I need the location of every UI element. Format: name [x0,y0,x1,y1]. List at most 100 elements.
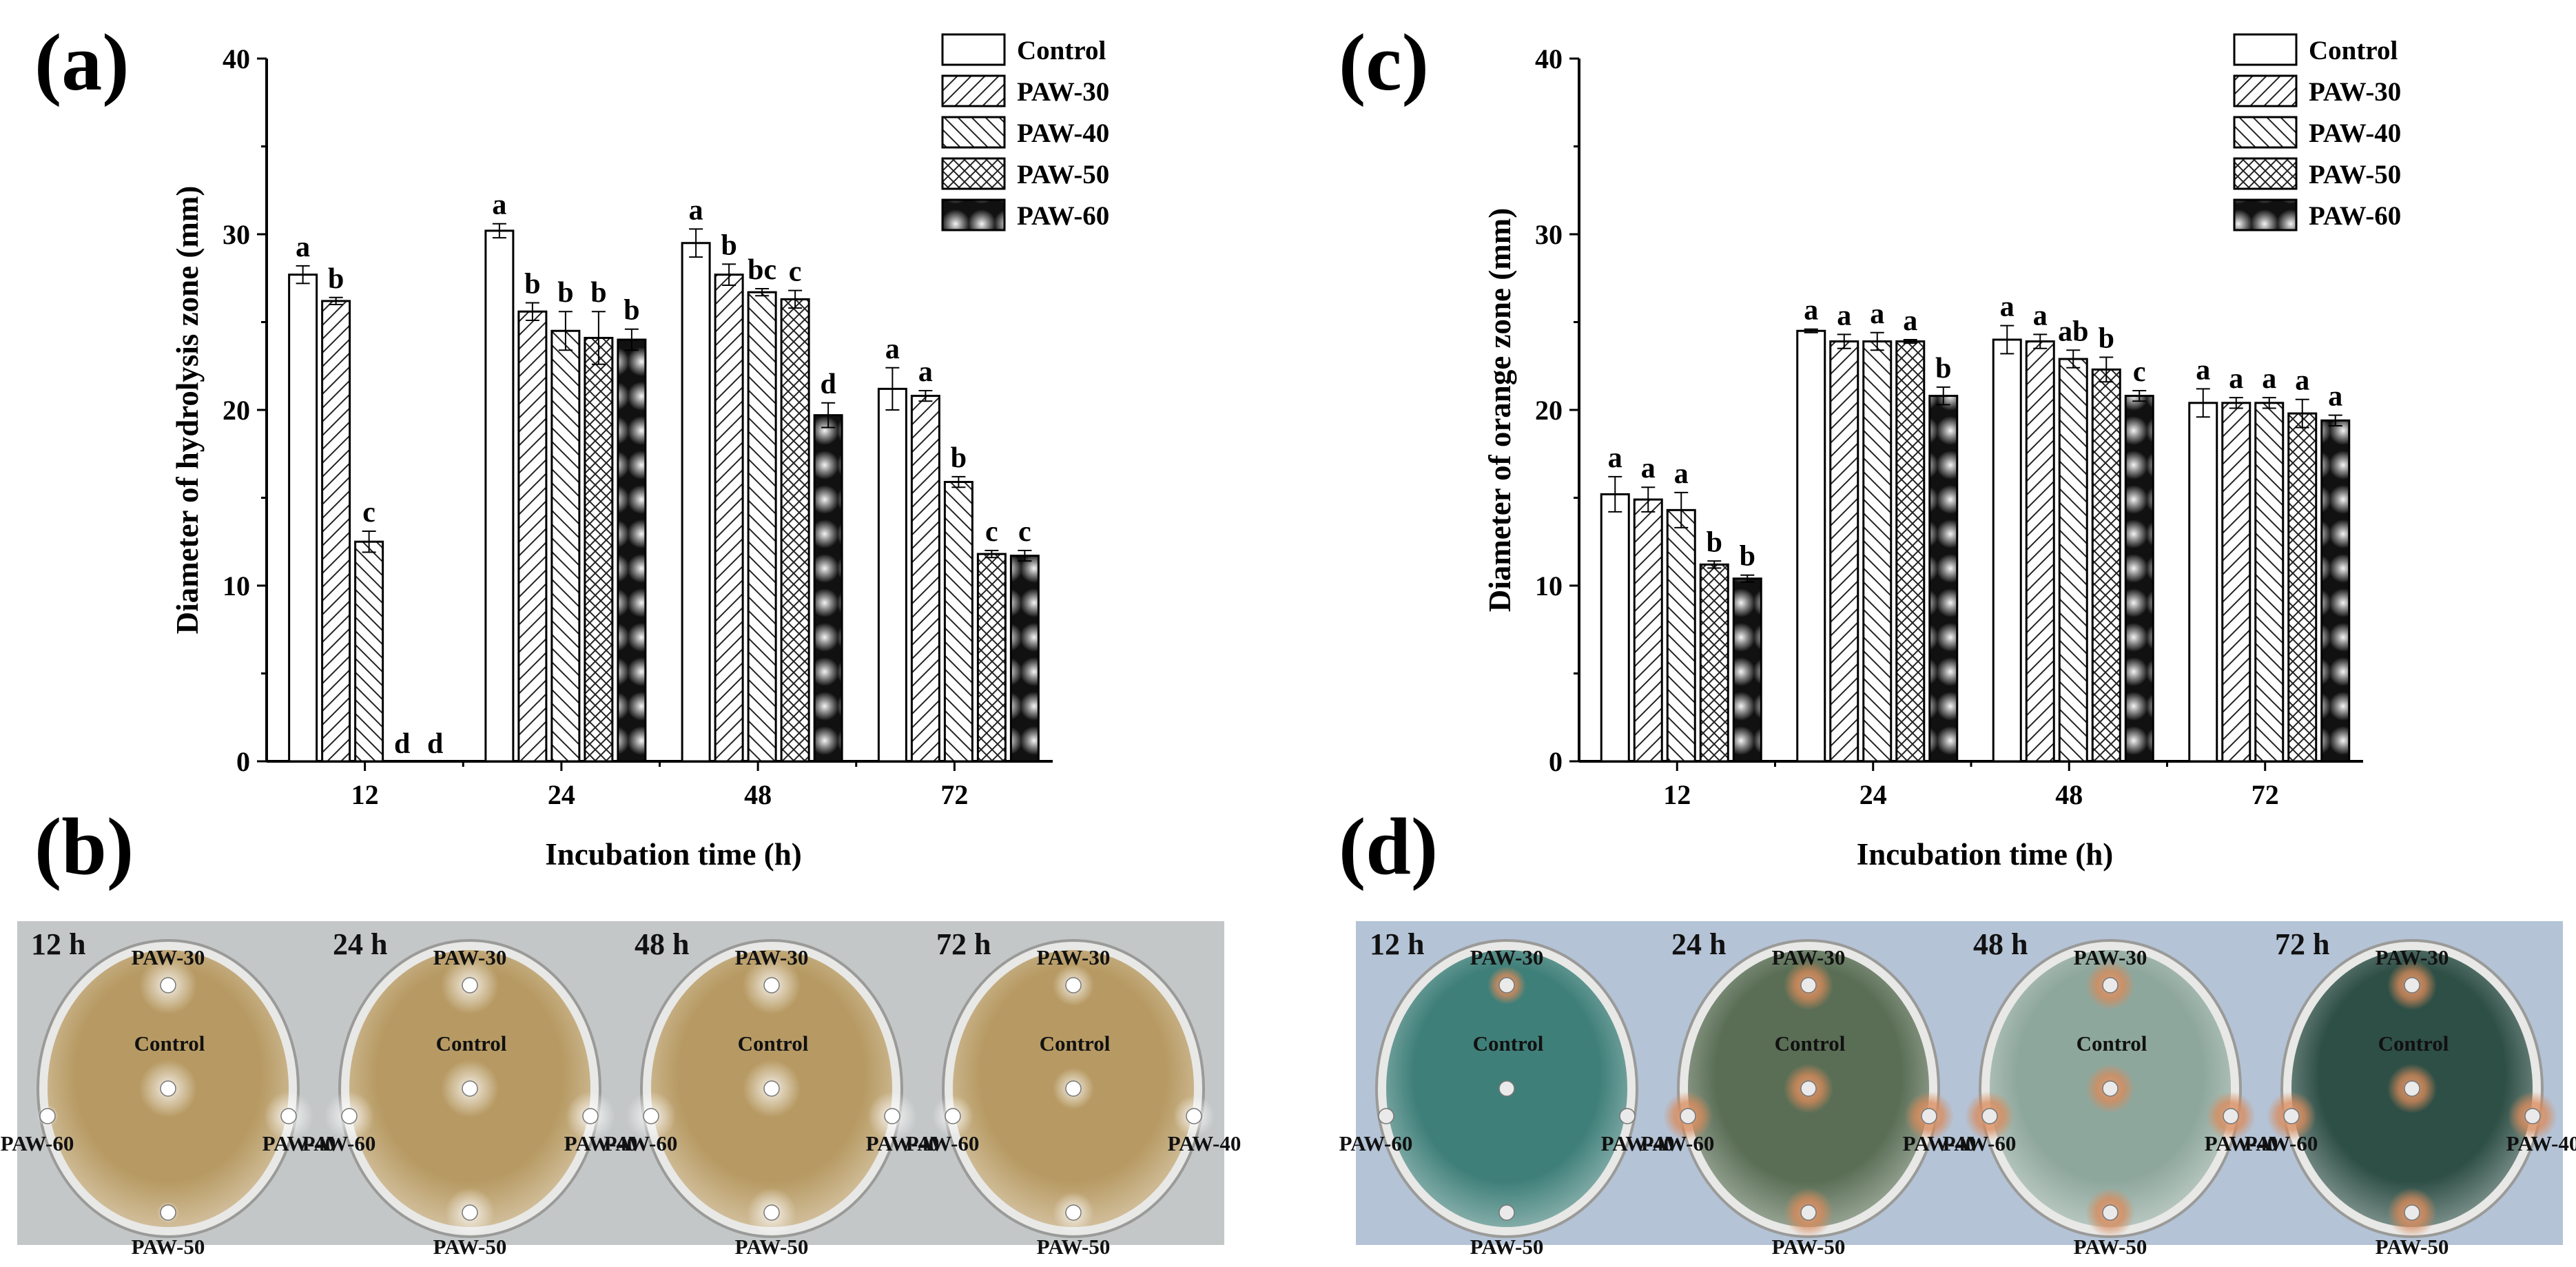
bar [1009,555,1040,763]
bar [1895,340,1926,763]
legend-swatch [941,116,1006,149]
inoculation-well [1065,1204,1082,1221]
inoculation-well [763,977,780,993]
well-label: Control [1040,1031,1111,1055]
inoculation-well [2102,977,2119,993]
well-label: Control [1775,1031,1846,1055]
bar [1699,563,1729,763]
significance-label: a [492,189,506,221]
x-tick-label: 12 [351,779,379,810]
well-label: PAW-40 [1168,1131,1241,1155]
significance-label: a [1903,305,1917,337]
x-axis-title: Incubation time (h) [1857,837,2114,872]
x-axis-title: Incubation time (h) [545,837,802,872]
y-axis-title: Diameter of hydrolysis zone (mm) [170,186,205,635]
well-label: PAW-60 [1943,1131,2017,1155]
legend-label: PAW-40 [1017,119,1109,148]
x-tick-label: 24 [1859,779,1887,810]
well-label: PAW-30 [433,945,507,969]
panel-label-b: (b) [34,801,134,892]
well-label: PAW-60 [302,1131,376,1155]
significance-label: b [1935,353,1951,384]
inoculation-well [643,1108,659,1124]
bar [1666,508,1696,763]
inoculation-well [341,1108,358,1124]
bar [517,310,548,763]
inoculation-well [2102,1204,2119,1221]
bar [2221,402,2252,763]
bar [2091,368,2121,763]
legend-label: PAW-60 [1017,201,1109,231]
well-label: PAW-50 [735,1235,809,1259]
bar [1829,340,1859,763]
well-label: PAW-60 [1,1131,74,1155]
significance-label: bc [748,254,776,286]
well-label: Control [436,1031,507,1055]
y-tick-label: 0 [236,746,250,777]
legend-swatch [941,74,1006,107]
inoculation-well [160,1204,176,1221]
inoculation-well [160,977,176,993]
inoculation-well [884,1108,900,1124]
bar [780,298,810,763]
significance-label: b [624,295,639,327]
inoculation-well [1981,1108,1998,1124]
significance-label: b [951,442,967,474]
y-tick-label: 20 [1535,395,1563,426]
inoculation-well [1498,977,1515,993]
x-tick-label: 72 [940,779,968,810]
inoculation-well [462,1204,478,1221]
inoculation-well [1378,1108,1394,1124]
inoculation-well [2404,1204,2420,1221]
well-label: PAW-30 [2376,945,2449,969]
bar [1600,493,1630,763]
panel-label-d: (d) [1339,801,1438,892]
well-label: PAW-60 [1339,1131,1413,1155]
significance-label: a [1837,300,1851,331]
bar [288,274,318,763]
bar [584,336,614,763]
bar [1992,338,2022,763]
well-label: PAW-40 [2205,1131,2278,1155]
significance-label: b [590,277,606,309]
bar [617,338,647,763]
significance-label: a [1870,298,1884,330]
well-label: PAW-50 [132,1235,205,1259]
inoculation-well [280,1108,297,1124]
significance-label: d [427,728,443,760]
time-label: 72 h [936,927,991,961]
inoculation-well [1619,1108,1636,1124]
well-label: PAW-50 [1772,1235,1846,1259]
bar [877,387,907,763]
y-tick-label: 10 [223,570,250,601]
significance-label: c [2133,356,2146,388]
well-label: PAW-30 [735,945,809,969]
bar [747,291,777,763]
significance-label: a [1641,453,1656,484]
well-label: Control [738,1031,809,1055]
significance-label: a [1804,295,1818,327]
time-label: 24 h [333,927,387,961]
inoculation-well [945,1108,961,1124]
bar [2320,419,2351,763]
significance-label: a [2262,363,2276,395]
y-tick-label: 20 [223,395,250,426]
legend-label: PAW-40 [2309,119,2401,148]
inoculation-well [462,977,478,993]
bar [943,481,973,763]
legend-label: PAW-50 [2309,160,2401,189]
well-label: PAW-50 [433,1235,507,1259]
significance-label: b [721,229,736,261]
legend-swatch [2233,198,2298,231]
y-tick-label: 40 [1535,43,1563,74]
legend-swatch [941,198,1006,231]
panel-label-c: (c) [1339,17,1429,107]
inoculation-well [763,1080,780,1097]
well-label: PAW-60 [604,1131,678,1155]
inoculation-well [763,1204,780,1221]
y-tick-label: 30 [1535,219,1563,250]
y-axis-title: Diameter of orange zone (mm) [1483,208,1517,612]
